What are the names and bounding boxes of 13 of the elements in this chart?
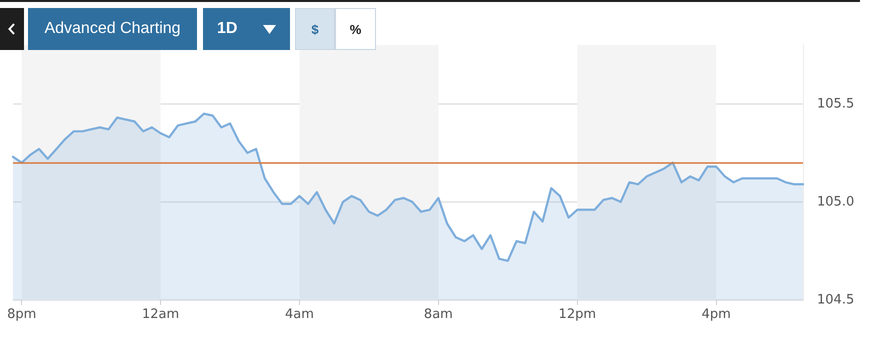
x-tick-label: 12am bbox=[142, 307, 180, 322]
x-tick-label: 12pm bbox=[558, 307, 596, 322]
advanced-charting-button: Advanced Charting bbox=[28, 8, 197, 50]
x-tick-label: 4pm bbox=[702, 307, 731, 322]
x-tick-label: 8am bbox=[424, 307, 453, 322]
period-dropdown: 1D bbox=[203, 8, 290, 50]
dollar-toggle: $ bbox=[295, 8, 335, 50]
x-tick-label: 4am bbox=[285, 307, 314, 322]
percent-toggle: % bbox=[335, 8, 376, 50]
y-tick-label: 104.5 bbox=[817, 292, 854, 308]
y-tick-label: 105.5 bbox=[817, 96, 854, 112]
x-tick-label: 8pm bbox=[7, 307, 36, 322]
y-tick-label: 105.0 bbox=[817, 194, 854, 210]
